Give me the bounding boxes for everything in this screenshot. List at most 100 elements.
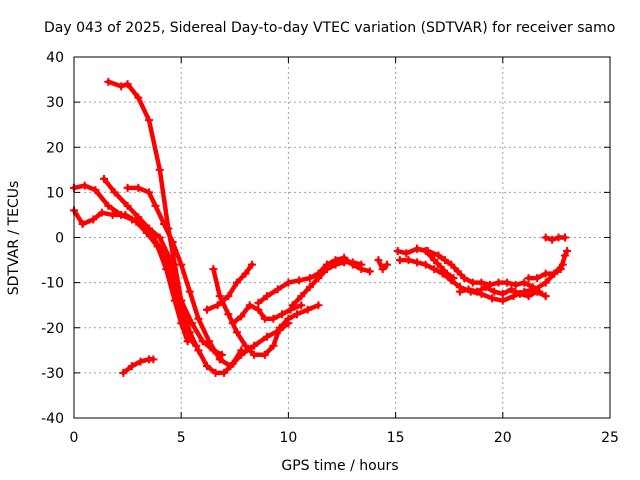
data-point [295, 276, 304, 285]
data-point [541, 269, 550, 278]
data-point [228, 319, 237, 328]
data-point [164, 251, 173, 260]
data-point [498, 296, 507, 305]
data-point [155, 165, 164, 174]
data-point [563, 247, 572, 256]
data-point [460, 274, 469, 283]
data-point [117, 82, 126, 91]
data-point [357, 260, 366, 269]
data-point [247, 260, 256, 269]
data-point [292, 310, 301, 319]
data-point [237, 312, 246, 321]
x-axis-label: GPS time / hours [281, 458, 398, 474]
data-point [149, 355, 158, 364]
data-point [262, 332, 271, 341]
data-point [297, 301, 306, 310]
axis-ticks: 0 5 10 15 20 25 40 30 20 10 0 -10 -20 -30 -40 [41, 50, 619, 446]
data-point [142, 228, 151, 237]
data-point [241, 269, 250, 278]
data-point [194, 346, 203, 355]
x-tick-label: 25 [601, 430, 619, 446]
data-point [348, 258, 357, 267]
data-point [134, 183, 143, 192]
data-point [455, 287, 464, 296]
data-point [511, 280, 520, 289]
data-point [434, 251, 443, 260]
y-tick-label: -20 [41, 321, 64, 337]
data-point [550, 269, 559, 278]
data-point [498, 289, 507, 298]
data-point [556, 265, 565, 274]
series-track-12 [119, 355, 158, 377]
data-point [541, 233, 550, 242]
data-point [402, 249, 411, 258]
data-point [145, 116, 154, 125]
data-point [127, 362, 136, 371]
data-point [378, 265, 387, 274]
data-point [503, 278, 512, 287]
data-point [183, 337, 192, 346]
series-track-6 [209, 265, 323, 359]
data-point [393, 247, 402, 256]
data-point [121, 210, 130, 219]
data-point [560, 251, 569, 260]
series-track-18 [541, 233, 569, 244]
data-point [305, 283, 314, 292]
data-point [314, 274, 323, 283]
data-point [430, 265, 439, 274]
data-point [215, 292, 224, 301]
data-point [78, 219, 87, 228]
data-point [430, 256, 439, 265]
data-point [275, 323, 284, 332]
data-point [241, 341, 250, 350]
data-point [170, 274, 179, 283]
x-tick-label: 5 [177, 430, 186, 446]
data-point [533, 274, 542, 283]
y-tick-label: 0 [55, 231, 64, 247]
data-point [340, 258, 349, 267]
data-point [488, 294, 497, 303]
data-point [548, 235, 557, 244]
series-line [71, 183, 199, 349]
data-point [100, 174, 109, 183]
data-point [507, 285, 516, 294]
data-point [91, 186, 100, 195]
y-axis-label: SDTVAR / TECUs [6, 181, 22, 296]
data-point [187, 319, 196, 328]
data-point [177, 260, 186, 269]
data-point [104, 201, 113, 210]
data-layer [70, 77, 572, 377]
series-track-7 [202, 260, 256, 314]
data-point [374, 256, 383, 265]
data-point [314, 301, 323, 310]
data-point [286, 305, 295, 314]
data-point [413, 244, 422, 253]
data-point [515, 289, 524, 298]
x-tick-label: 10 [279, 430, 297, 446]
data-point [477, 278, 486, 287]
data-point [151, 201, 160, 210]
data-point [494, 278, 503, 287]
data-point [254, 305, 263, 314]
y-tick-label: 10 [46, 185, 64, 201]
data-point [177, 319, 186, 328]
data-point [110, 188, 119, 197]
data-point [237, 350, 246, 359]
data-point [153, 242, 162, 251]
data-point [421, 260, 430, 269]
data-point [322, 265, 331, 274]
series-line [106, 79, 244, 376]
x-tick-label: 15 [387, 430, 405, 446]
data-point [160, 219, 169, 228]
data-point [224, 310, 233, 319]
data-point [284, 314, 293, 323]
data-point [213, 301, 222, 310]
data-point [132, 217, 141, 226]
data-point [524, 274, 533, 283]
data-point [254, 298, 263, 307]
series-track-16 [455, 283, 550, 301]
series-track-3 [100, 174, 226, 359]
data-point [365, 267, 374, 276]
data-point [145, 188, 154, 197]
